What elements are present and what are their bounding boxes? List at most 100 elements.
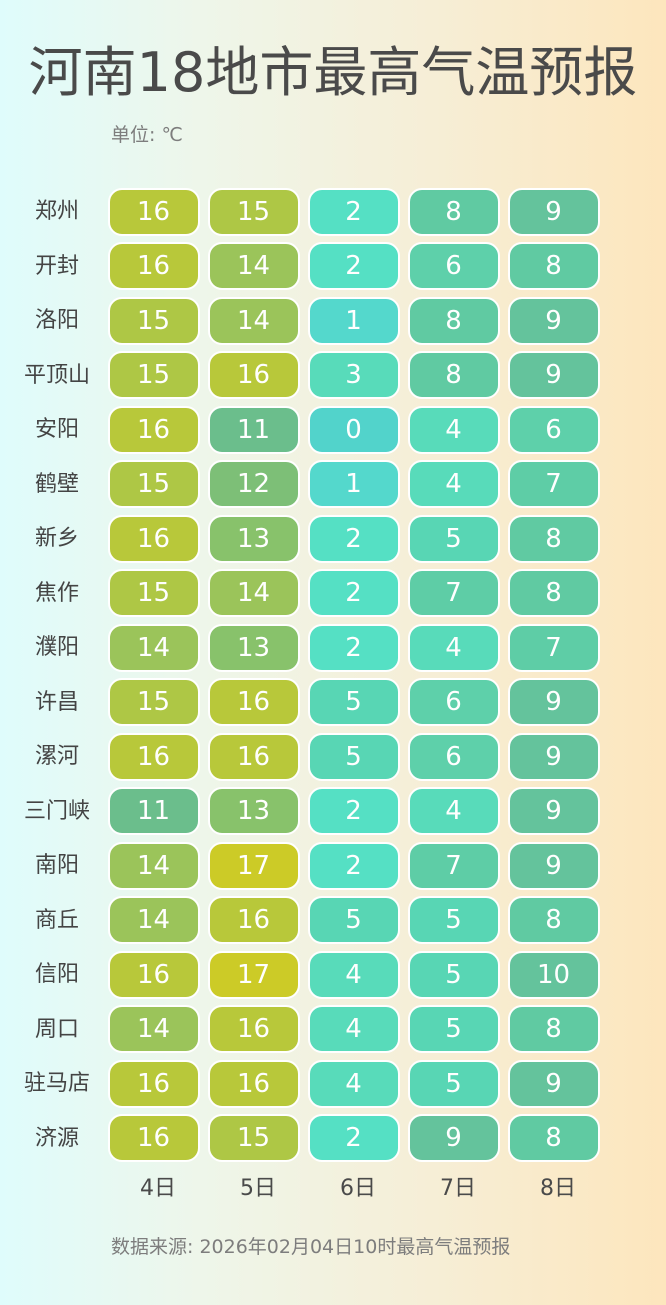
temperature-cell: 5 [307, 732, 400, 781]
table-row: 新乡 16 13 2 5 8 [0, 514, 666, 567]
temperature-cell: 6 [407, 242, 500, 290]
temperature-cell: 14 [107, 1005, 200, 1053]
temperature-cell: 8 [507, 1114, 600, 1162]
temperature-cell: 6 [407, 678, 500, 726]
temperature-cell: 8 [507, 569, 600, 617]
table-row: 郑州 16 15 2 8 9 [0, 187, 666, 240]
temperature-cell: 5 [407, 514, 500, 563]
column-label: 7日 [440, 1176, 476, 1201]
city-label: 许昌 [34, 689, 79, 715]
temperature-cell: 15 [207, 187, 300, 236]
temperature-cell: 9 [507, 678, 600, 726]
temperature-cell: 9 [507, 351, 600, 399]
city-label: 三门峡 [23, 798, 90, 824]
unit-label: 单位: ℃ [111, 124, 183, 146]
temperature-cell: 16 [107, 514, 200, 563]
city-label: 平顶山 [23, 362, 90, 388]
temperature-cell: 5 [307, 896, 400, 944]
temperature-cell: 9 [507, 296, 600, 345]
city-label: 周口 [34, 1016, 79, 1042]
city-label: 濮阳 [34, 635, 79, 660]
temperature-cell: 13 [207, 623, 300, 672]
temperature-cell: 8 [407, 296, 500, 345]
temperature-cell: 4 [307, 950, 400, 999]
temperature-cell: 14 [207, 242, 300, 290]
temperature-cell: 5 [407, 896, 500, 944]
table-row: 周口 14 16 4 5 8 [0, 1005, 666, 1058]
temperature-cell: 7 [507, 623, 600, 672]
column-label: 4日 [140, 1176, 176, 1201]
table-row: 济源 16 15 2 9 8 [0, 1114, 666, 1167]
table-row: 南阳 14 17 2 7 9 [0, 841, 666, 894]
temperature-cell: 5 [407, 950, 500, 999]
temperature-cell: 15 [207, 1114, 300, 1162]
temperature-cell: 10 [507, 950, 600, 999]
temperature-cell: 13 [207, 787, 300, 835]
temperature-cell: 9 [507, 1059, 600, 1108]
temperature-cell: 5 [307, 678, 400, 726]
city-label: 焦作 [34, 580, 79, 606]
temperature-cell: 16 [207, 351, 300, 399]
city-label: 郑州 [34, 199, 79, 224]
city-label: 安阳 [34, 417, 79, 442]
temperature-cell: 5 [407, 1005, 500, 1053]
temperature-cell: 17 [207, 950, 300, 999]
temperature-cell: 7 [507, 460, 600, 508]
temperature-cell: 9 [507, 787, 600, 835]
temperature-cell: 7 [407, 841, 500, 890]
temperature-cell: 15 [107, 569, 200, 617]
city-label: 南阳 [34, 853, 79, 878]
table-row: 漯河 16 16 5 6 9 [0, 732, 666, 785]
table-row: 许昌 15 16 5 6 9 [0, 678, 666, 731]
city-label: 新乡 [34, 526, 79, 551]
city-label: 商丘 [34, 907, 79, 933]
temperature-cell: 16 [107, 405, 200, 454]
temperature-cell: 8 [507, 514, 600, 563]
table-row: 焦作 15 14 2 7 8 [0, 569, 666, 622]
temperature-cell: 16 [107, 1114, 200, 1162]
temperature-cell: 4 [307, 1005, 400, 1053]
city-label: 信阳 [34, 962, 79, 987]
temperature-cell: 2 [307, 787, 400, 835]
table-row: 安阳 16 11 0 4 6 [0, 405, 666, 458]
temperature-cell: 2 [307, 514, 400, 563]
table-row: 商丘 14 16 5 5 8 [0, 896, 666, 949]
temperature-cell: 2 [307, 187, 400, 236]
temperature-cell: 8 [407, 351, 500, 399]
table-row: 开封 16 14 2 6 8 [0, 242, 666, 295]
table-row: 三门峡 11 13 2 4 9 [0, 787, 666, 840]
temperature-cell: 6 [407, 732, 500, 781]
city-label: 济源 [34, 1125, 79, 1151]
temperature-cell: 4 [307, 1059, 400, 1108]
temperature-cell: 4 [407, 623, 500, 672]
city-label: 漯河 [34, 744, 79, 769]
temperature-cell: 14 [107, 896, 200, 944]
temperature-cell: 6 [507, 405, 600, 454]
temperature-cell: 3 [307, 351, 400, 399]
temperature-cell: 15 [107, 351, 200, 399]
column-label: 8日 [540, 1176, 576, 1201]
temperature-cell: 16 [107, 950, 200, 999]
temperature-cell: 8 [507, 1005, 600, 1053]
table-row: 濮阳 14 13 2 4 7 [0, 623, 666, 676]
city-label: 驻马店 [23, 1071, 90, 1096]
temperature-cell: 11 [107, 787, 200, 835]
temperature-cell: 16 [107, 732, 200, 781]
temperature-cell: 12 [207, 460, 300, 508]
temperature-cell: 9 [507, 841, 600, 890]
table-row: 洛阳 15 14 1 8 9 [0, 296, 666, 349]
temperature-cell: 9 [407, 1114, 500, 1162]
temperature-cell: 14 [207, 569, 300, 617]
temperature-cell: 9 [507, 187, 600, 236]
temperature-cell: 5 [407, 1059, 500, 1108]
temperature-cell: 11 [207, 405, 300, 454]
temperature-cell: 1 [307, 296, 400, 345]
temperature-cell: 2 [307, 623, 400, 672]
temperature-cell: 14 [107, 841, 200, 890]
temperature-cell: 16 [107, 1059, 200, 1108]
temperature-cell: 8 [407, 187, 500, 236]
temperature-cell: 7 [407, 569, 500, 617]
temperature-cell: 16 [207, 896, 300, 944]
city-label: 鹤壁 [34, 471, 79, 497]
temperature-cell: 0 [307, 405, 400, 454]
